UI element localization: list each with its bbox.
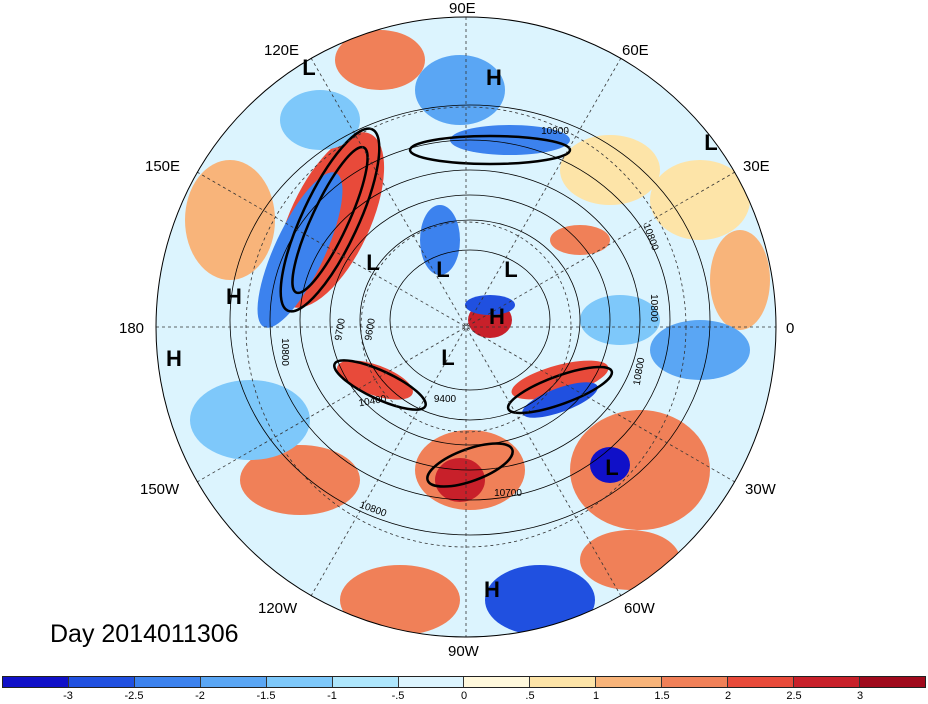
pressure-system-6: L <box>704 130 717 155</box>
pressure-system-11: L <box>605 455 618 480</box>
colorbar-segment <box>134 677 201 687</box>
colorbar-segment <box>464 677 531 687</box>
colorbar-tick-label: 2.5 <box>786 690 802 702</box>
contour-label-5: 9700 <box>333 317 348 341</box>
colorbar-tick-label: 3 <box>856 690 864 702</box>
anomaly-field <box>156 17 776 637</box>
lon-label-60w: 60W <box>624 600 655 617</box>
colorbar-segment <box>859 677 925 687</box>
pressure-system-4: H <box>484 577 500 602</box>
date-label: Day 2014011306 <box>50 620 239 648</box>
lon-label-90w: 90W <box>448 643 479 660</box>
colorbar-tick-label: 1 <box>592 690 600 702</box>
pressure-system-8: L <box>436 257 449 282</box>
pressure-system-2: H <box>226 284 242 309</box>
colorbar-tick-label: -1.5 <box>256 690 276 702</box>
pressure-system-1: H <box>489 304 505 329</box>
colorbar-segment <box>662 677 729 687</box>
lon-label-30w: 30W <box>745 481 776 498</box>
pressure-system-0: H <box>486 65 502 90</box>
colorbar-segment <box>266 677 333 687</box>
colorbar-segment <box>596 677 663 687</box>
contour-label-4: 10800 <box>279 338 290 366</box>
colorbar-segment <box>3 677 69 687</box>
lon-label-60e: 60E <box>622 42 649 59</box>
colorbar-ticks: -3 -2.5 -2 -1.5 -1 -.5 0 .5 1 1.5 2 2.5 3 <box>0 690 928 704</box>
pressure-system-9: L <box>504 257 517 282</box>
colorbar-segment <box>398 677 465 687</box>
lon-label-120e: 120E <box>264 42 300 59</box>
colorbar <box>2 676 926 688</box>
colorbar-tick-label: .5 <box>525 690 535 702</box>
colorbar-segment <box>332 677 399 687</box>
colorbar-tick-label: -2 <box>195 690 205 702</box>
contour-label-7: 10400 <box>358 394 388 410</box>
colorbar-segment <box>530 677 597 687</box>
contour-label-6: 9600 <box>363 317 378 341</box>
map-boundary <box>155 16 777 638</box>
colorbar-tick-label: 0 <box>460 690 468 702</box>
pressure-system-5: L <box>302 55 315 80</box>
lon-label-150e: 150E <box>145 158 181 175</box>
graticule <box>156 17 776 637</box>
lon-label-0: 0 <box>786 320 795 337</box>
geopotential-contours <box>229 104 711 536</box>
contour-label-0: 10900 <box>541 126 569 137</box>
pressure-system-3: H <box>166 346 182 371</box>
pressure-system-7: L <box>366 250 379 275</box>
lon-label-120w: 120W <box>258 600 298 617</box>
colorbar-tick-label: -2.5 <box>124 690 144 702</box>
colorbar-tick-label: 1.5 <box>654 690 670 702</box>
lon-label-90e: 90E <box>449 0 476 17</box>
contour-label-2: 10800 <box>648 294 659 322</box>
lon-label-180: 180 <box>119 320 145 337</box>
colorbar-segment <box>728 677 795 687</box>
colorbar-segment <box>200 677 267 687</box>
lon-label-30e: 30E <box>743 158 770 175</box>
colorbar-segment <box>68 677 135 687</box>
contour-label-3: 10800 <box>632 356 648 386</box>
colorbar-segment <box>794 677 860 687</box>
contour-label-8: 9400 <box>434 394 457 405</box>
pressure-system-10: L <box>441 345 454 370</box>
colorbar-tick-label: 2 <box>724 690 732 702</box>
colorbar-tick-label: -3 <box>63 690 73 702</box>
colorbar-tick-label: -1 <box>327 690 337 702</box>
lon-label-150w: 150W <box>140 481 180 498</box>
colorbar-tick-label: -.5 <box>391 690 405 702</box>
contour-label-9: 10700 <box>494 488 522 499</box>
